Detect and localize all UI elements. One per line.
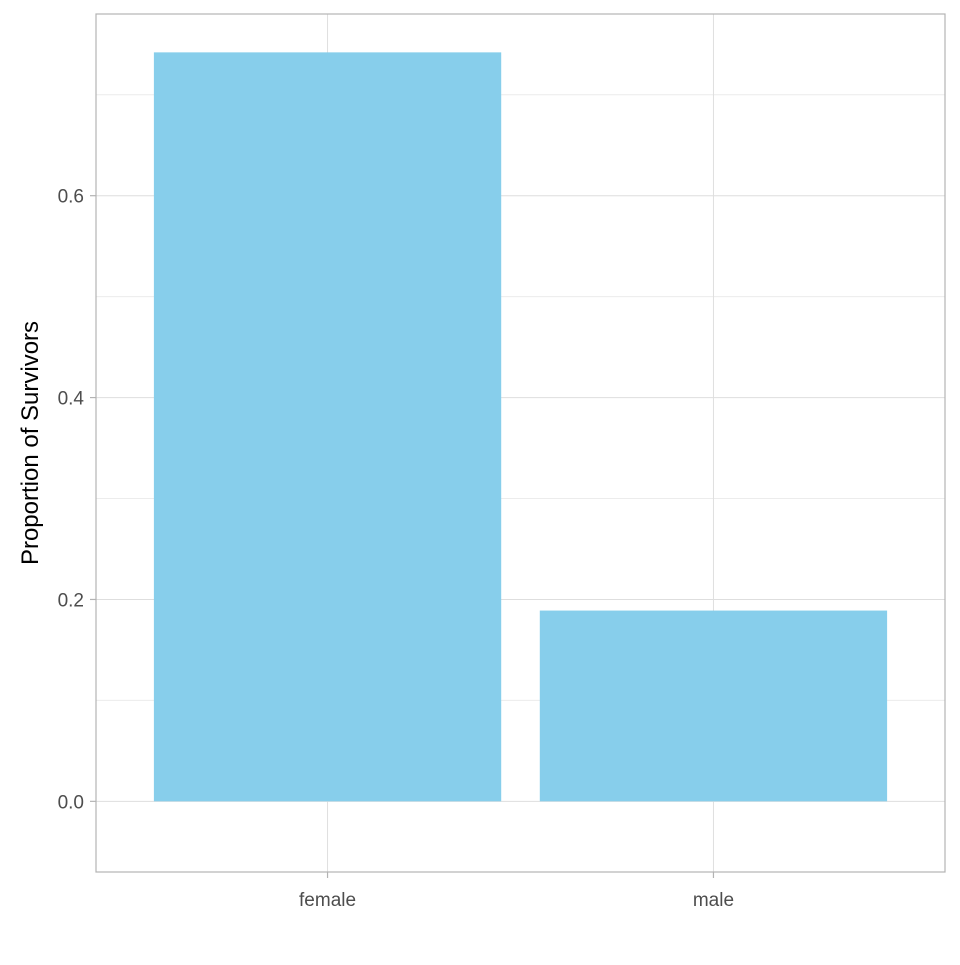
y-tick-label-2: 0.4	[58, 389, 85, 410]
x-tick-label-female: female	[299, 890, 356, 911]
x-tick-label-male: male	[693, 890, 734, 911]
x-axis-ticks: female male	[299, 872, 734, 911]
y-axis-ticks: 0.0 0.2 0.4 0.6	[58, 187, 96, 813]
y-tick-label-1: 0.2	[58, 590, 84, 611]
y-tick-label-3: 0.6	[58, 187, 84, 208]
bar-male	[539, 610, 888, 802]
y-tick-label-0: 0.0	[58, 792, 84, 813]
bar-female	[153, 52, 502, 802]
bars	[153, 52, 888, 802]
panel-border	[95, 13, 946, 873]
y-axis-title: Proportion of Survivors	[17, 321, 44, 565]
